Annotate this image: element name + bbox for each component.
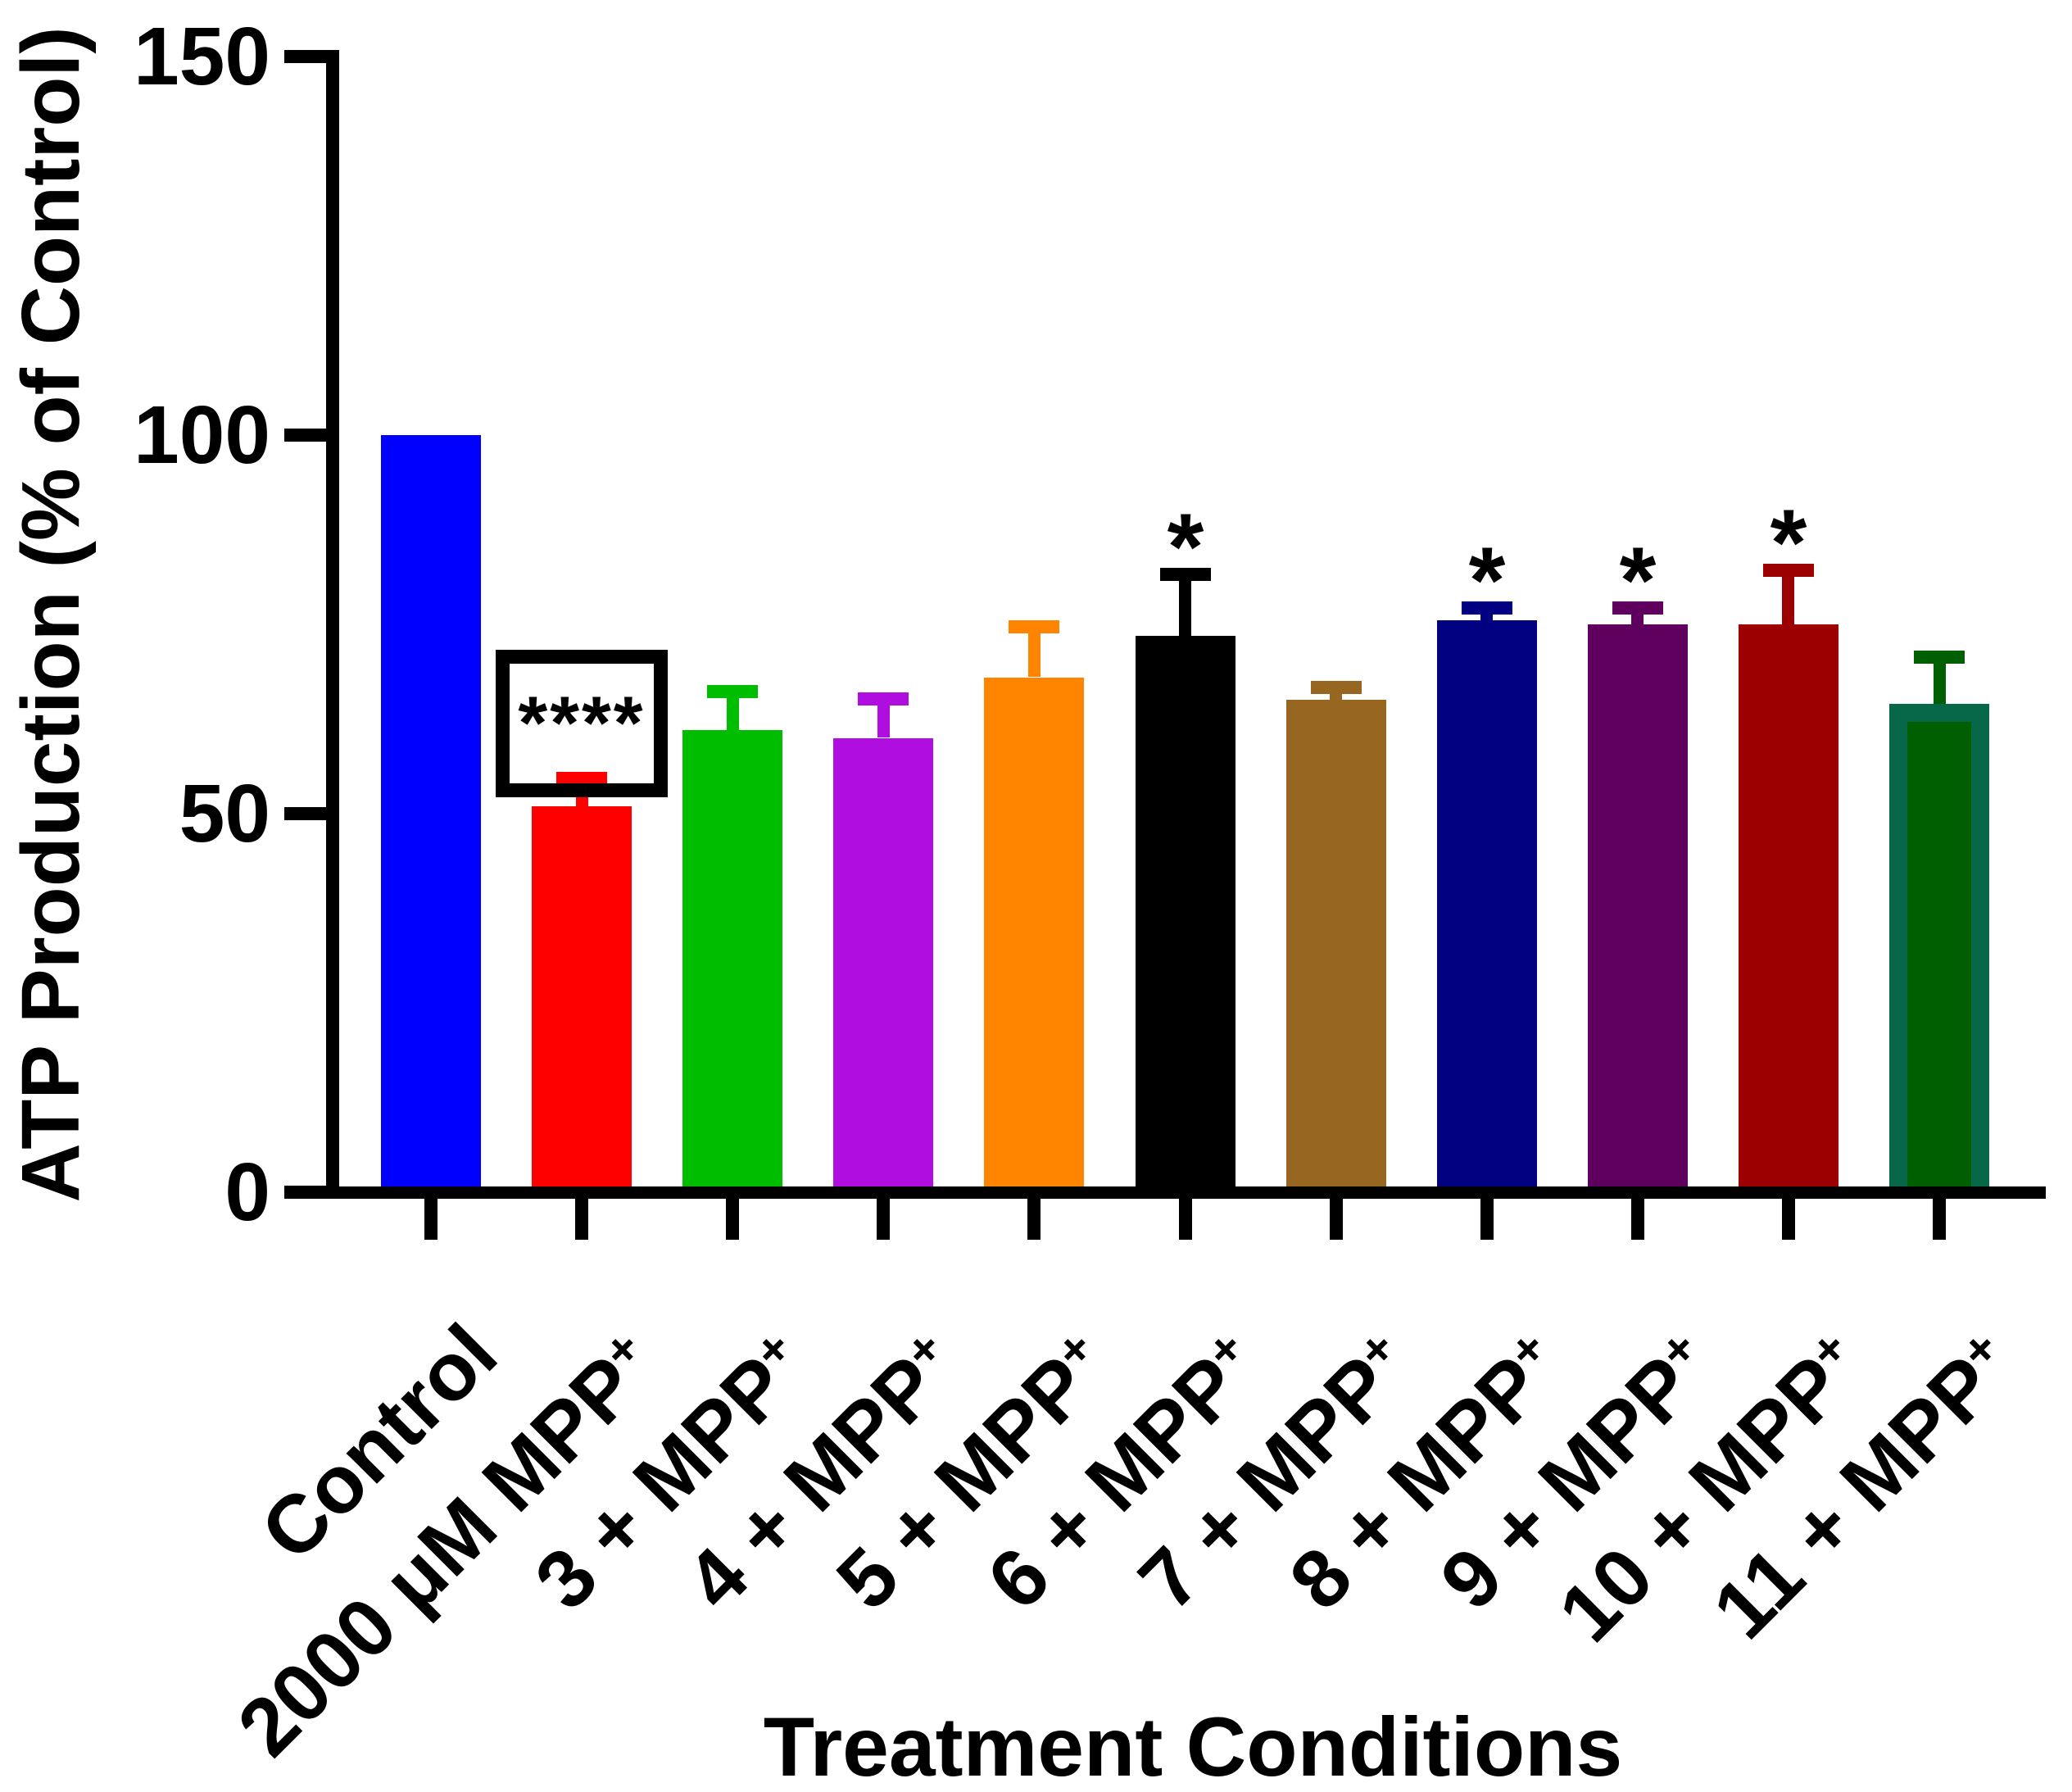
x-tick: [1330, 1196, 1343, 1240]
bar-4-+-MPP+: [833, 738, 933, 1193]
y-tick-label: 100: [134, 389, 270, 481]
bar-Control: [381, 435, 481, 1193]
bar-9-+-MPP+: [1588, 624, 1688, 1193]
y-axis-line: [326, 50, 339, 1199]
x-axis-title: Treatment Conditions: [763, 1700, 1623, 1792]
error-bar-stem: [1028, 620, 1041, 677]
y-tick: [284, 807, 326, 820]
y-tick-label: 0: [224, 1146, 270, 1238]
error-bar-cap: [1462, 601, 1512, 615]
error-bar-cap: [707, 685, 758, 698]
error-bar-stem: [1782, 564, 1794, 624]
x-tick: [1782, 1196, 1795, 1240]
x-tick: [1179, 1196, 1192, 1240]
error-bar-cap: [1160, 568, 1211, 581]
y-tick-label: 150: [134, 11, 270, 102]
significance-star: *: [1770, 491, 1807, 596]
significance-star: *: [1468, 529, 1506, 633]
error-bar-cap: [858, 692, 909, 705]
x-axis-line: [284, 1186, 2046, 1199]
significance-star: *: [1167, 495, 1204, 600]
error-bar-cap: [556, 772, 607, 785]
y-tick-label: 50: [179, 768, 270, 860]
error-bar-cap: [1914, 651, 1965, 664]
error-bar-cap: [1763, 564, 1814, 577]
significance-box: ****: [496, 650, 668, 797]
y-axis-title: ATP Production (% of Control): [5, 26, 97, 1203]
error-bar-stem: [1179, 568, 1191, 636]
x-tick: [575, 1196, 588, 1240]
x-tick: [1480, 1196, 1494, 1240]
x-tick: [877, 1196, 890, 1240]
significance-stars-text: ****: [518, 682, 646, 765]
bar-8-+-MPP+: [1437, 620, 1537, 1193]
bar-7-+-MPP+: [1286, 700, 1386, 1193]
significance-star: *: [1619, 529, 1657, 633]
error-bar-cap: [1311, 681, 1362, 694]
x-tick: [726, 1196, 739, 1240]
error-bar-cap: [1612, 601, 1663, 615]
x-tick: [1631, 1196, 1644, 1240]
bar-5-+-MPP+: [984, 678, 1084, 1193]
bar-10-+-MPP+: [1739, 624, 1839, 1193]
x-tick: [424, 1196, 438, 1240]
error-bar-cap: [1009, 620, 1059, 633]
error-bar-stem: [1934, 651, 1946, 704]
bar-11-+-MPP+: [1889, 704, 1989, 1193]
y-tick: [284, 50, 326, 63]
x-tick: [1027, 1196, 1041, 1240]
bar-6-+-MPP+: [1136, 636, 1235, 1193]
bar-2000-μM-MPP+: [532, 806, 632, 1193]
y-tick: [284, 429, 326, 442]
bar-3-+-MPP+: [682, 730, 782, 1193]
x-tick: [1933, 1196, 1946, 1240]
